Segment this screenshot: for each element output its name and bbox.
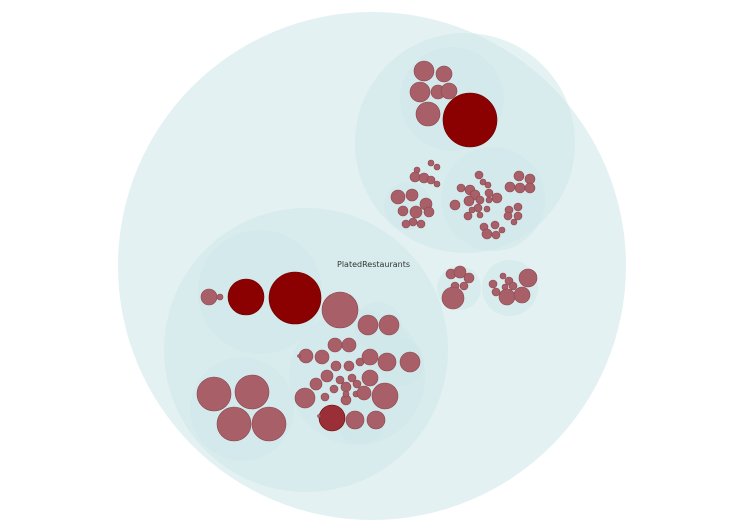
leaf-circle[interactable]	[491, 230, 501, 240]
highlighted-leaf-circle[interactable]	[268, 271, 322, 325]
leaf-circle[interactable]	[483, 205, 491, 213]
leaf-circle[interactable]	[488, 279, 498, 289]
leaf-circle[interactable]	[513, 211, 523, 221]
leaf-circle[interactable]	[463, 195, 475, 207]
leaf-circle[interactable]	[314, 349, 330, 365]
leaf-circle[interactable]	[499, 272, 507, 280]
leaf-circle[interactable]	[513, 170, 525, 182]
leaf-circle[interactable]	[401, 219, 411, 229]
leaf-circle[interactable]	[518, 268, 538, 288]
leaf-circle[interactable]	[200, 288, 218, 306]
leaf-circle[interactable]	[498, 288, 516, 306]
leaf-circle[interactable]	[409, 171, 421, 183]
leaf-circle[interactable]	[413, 60, 435, 82]
leaf-circle[interactable]	[366, 410, 386, 430]
leaf-circle[interactable]	[361, 348, 379, 366]
leaf-circle[interactable]	[491, 192, 503, 204]
leaf-circle[interactable]	[513, 202, 523, 212]
leaf-circle[interactable]	[352, 379, 362, 389]
leaf-circle[interactable]	[498, 226, 506, 234]
leaf-circle[interactable]	[433, 180, 441, 188]
leaf-circle[interactable]	[463, 211, 473, 221]
leaf-circle[interactable]	[441, 286, 465, 310]
leaf-circle[interactable]	[342, 390, 350, 398]
leaf-circle[interactable]	[456, 183, 466, 193]
leaf-circle[interactable]	[361, 369, 379, 387]
leaf-circle[interactable]	[479, 178, 487, 186]
leaf-circle[interactable]	[341, 337, 357, 353]
leaf-circle[interactable]	[309, 377, 323, 391]
leaf-circle[interactable]	[513, 286, 531, 304]
leaf-circle[interactable]	[423, 206, 435, 218]
leaf-circle[interactable]	[484, 188, 494, 198]
leaf-circle[interactable]	[405, 188, 419, 202]
leaf-circle[interactable]	[426, 175, 436, 185]
leaf-circle[interactable]	[415, 101, 441, 127]
leaf-circle[interactable]	[377, 352, 397, 372]
leaf-circle[interactable]	[294, 387, 316, 409]
leaf-circle[interactable]	[485, 196, 493, 204]
leaf-circle[interactable]	[524, 173, 536, 185]
leaf-circle[interactable]	[378, 314, 400, 336]
leaf-circle[interactable]	[251, 406, 287, 442]
leaf-circle[interactable]	[318, 404, 346, 432]
leaf-circle[interactable]	[475, 195, 485, 205]
leaf-circle[interactable]	[297, 354, 301, 358]
leaf-circle[interactable]	[490, 220, 500, 230]
leaf-circle[interactable]	[320, 369, 334, 383]
leaf-circle[interactable]	[409, 81, 431, 103]
leaf-circle[interactable]	[427, 159, 435, 167]
leaf-circle[interactable]	[329, 384, 339, 394]
leaf-circle[interactable]	[484, 181, 492, 189]
leaf-circle[interactable]	[491, 287, 501, 297]
leaf-circle[interactable]	[397, 205, 409, 217]
leaf-circle[interactable]	[357, 314, 379, 336]
leaf-circle[interactable]	[345, 410, 365, 430]
leaf-circle[interactable]	[476, 211, 484, 219]
leaf-circle[interactable]	[474, 170, 484, 180]
leaf-circle[interactable]	[327, 337, 343, 353]
leaf-circle[interactable]	[399, 351, 421, 373]
leaf-circle[interactable]	[321, 291, 359, 329]
leaf-circle[interactable]	[440, 82, 458, 100]
leaf-circle[interactable]	[216, 406, 252, 442]
leaf-circle[interactable]	[356, 385, 372, 401]
leaf-circle[interactable]	[371, 382, 399, 410]
leaf-circle[interactable]	[234, 374, 270, 410]
leaf-circle[interactable]	[508, 281, 518, 291]
leaf-circle[interactable]	[409, 205, 423, 219]
group-label-plated-restaurants: PlatedRestaurants	[337, 260, 410, 269]
leaf-circle[interactable]	[317, 414, 321, 418]
leaf-circle[interactable]	[343, 360, 355, 372]
leaf-circle[interactable]	[390, 189, 406, 205]
leaf-circle[interactable]	[416, 219, 426, 229]
leaf-circle[interactable]	[510, 218, 518, 226]
highlighted-leaf-circle[interactable]	[227, 278, 265, 316]
leaf-circle[interactable]	[514, 182, 526, 194]
leaf-circle[interactable]	[320, 392, 330, 402]
leaf-circle[interactable]	[335, 375, 345, 385]
leaf-circles	[196, 60, 538, 442]
leaf-circle[interactable]	[459, 281, 469, 291]
leaf-circle[interactable]	[298, 348, 314, 364]
leaf-circle[interactable]	[435, 65, 453, 83]
leaf-circle[interactable]	[453, 265, 467, 279]
leaf-circle[interactable]	[216, 293, 224, 301]
highlighted-leaf-circle[interactable]	[442, 92, 498, 148]
leaf-circle[interactable]	[481, 228, 493, 240]
leaf-circle[interactable]	[433, 163, 441, 171]
leaf-circle[interactable]	[463, 272, 475, 284]
leaf-circle[interactable]	[340, 381, 352, 393]
leaf-circle[interactable]	[468, 206, 476, 214]
leaf-circle[interactable]	[503, 211, 513, 221]
leaf-circle[interactable]	[330, 360, 342, 372]
leaf-circle[interactable]	[347, 373, 357, 383]
leaf-circle[interactable]	[449, 199, 461, 211]
leaf-circle[interactable]	[196, 376, 232, 412]
leaf-circle[interactable]	[524, 182, 536, 194]
leaf-circle[interactable]	[504, 181, 516, 193]
